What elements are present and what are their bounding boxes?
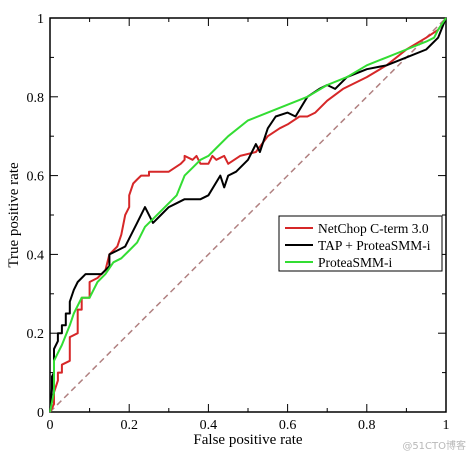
y-tick-label: 0: [37, 406, 44, 421]
axis-ticks: 0 0.2 0.4 0.6 0.8 1 0 0.2 0.4 0.6 0.8 1: [27, 12, 450, 433]
x-tick-label: 1: [443, 418, 450, 433]
x-tick-label: 0.8: [358, 418, 376, 433]
y-axis-label: True positive rate: [6, 162, 22, 268]
legend-label-1: NetChop C-term 3.0: [318, 221, 429, 236]
legend: NetChop C-term 3.0 TAP + ProteaSMM-i Prote…: [278, 215, 443, 272]
y-tick-label: 0.8: [27, 91, 45, 106]
legend-label-3: ProteaSMM-i: [318, 255, 392, 270]
series-lines: [49, 17, 447, 413]
y-tick-label: 1: [37, 12, 44, 27]
y-tick-label: 0.2: [27, 327, 45, 342]
x-tick-label: 0.2: [120, 418, 138, 433]
x-tick-label: 0.6: [279, 418, 297, 433]
x-tick-label: 0.4: [200, 418, 218, 433]
series-line-3: [49, 17, 447, 413]
watermark: @51CTO博客: [402, 441, 466, 452]
y-tick-label: 0.6: [27, 170, 45, 185]
series-line-1: [49, 17, 447, 413]
random-guess-diagonal: [49, 17, 447, 413]
x-axis-label: False positive rate: [193, 432, 302, 448]
x-tick-label: 0: [47, 418, 54, 433]
legend-label-2: TAP + ProteaSMM-i: [318, 238, 431, 253]
y-tick-label: 0.4: [27, 248, 45, 263]
